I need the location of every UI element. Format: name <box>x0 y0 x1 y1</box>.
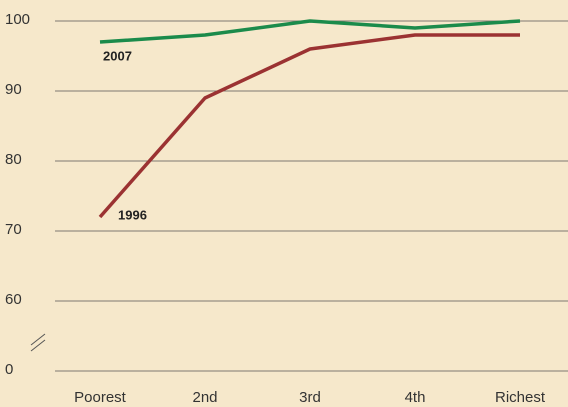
y-tick-label: 60 <box>5 291 22 308</box>
x-tick-label: 3rd <box>299 389 321 406</box>
y-tick-label: 70 <box>5 221 22 238</box>
line-series <box>99 19 521 44</box>
x-tick-label: Richest <box>495 389 546 406</box>
y-tick-label: 0 <box>5 361 13 378</box>
x-tick-label: 2nd <box>192 389 217 406</box>
y-tick-label: 100 <box>5 11 30 28</box>
axis-break <box>30 333 46 352</box>
line-series <box>98 33 520 219</box>
series-label: 2007 <box>103 48 132 63</box>
x-tick-label: 4th <box>405 389 426 406</box>
y-tick-label: 80 <box>5 151 22 168</box>
series-label: 1996 <box>118 207 147 222</box>
x-tick-label: Poorest <box>74 389 127 406</box>
y-tick-label: 90 <box>5 81 22 98</box>
